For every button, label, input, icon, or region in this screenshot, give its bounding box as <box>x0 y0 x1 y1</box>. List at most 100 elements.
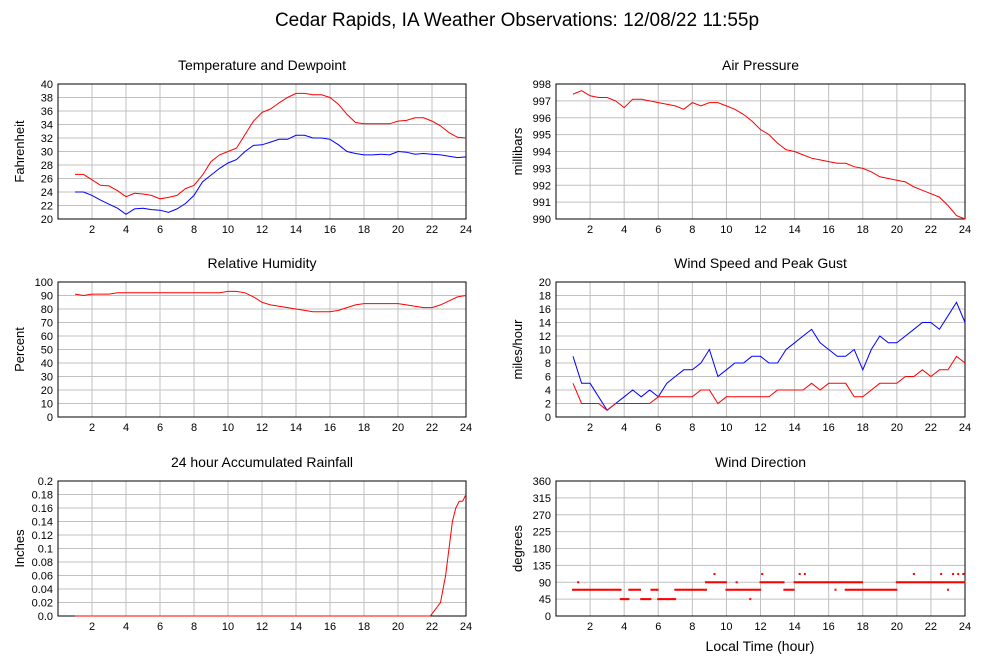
direction-point <box>952 581 955 584</box>
direction-point <box>860 588 863 591</box>
direction-point <box>924 581 927 584</box>
x-tick-label: 20 <box>392 621 404 633</box>
direction-point <box>680 588 683 591</box>
x-tick-label: 18 <box>358 224 370 236</box>
direction-point <box>647 598 650 601</box>
y-tick-label: 0 <box>47 412 53 424</box>
series-line-0 <box>75 92 467 200</box>
x-tick-label: 4 <box>123 422 129 434</box>
x-tick-label: 4 <box>123 224 129 236</box>
series-line-0 <box>75 494 467 617</box>
direction-point <box>688 588 691 591</box>
y-axis-label: miles/hour <box>510 319 525 380</box>
y-tick-label: 18 <box>539 291 551 303</box>
x-tick-label: 18 <box>358 422 370 434</box>
direction-point <box>918 581 921 584</box>
direction-point <box>746 588 749 591</box>
x-tick-label: 6 <box>157 224 163 236</box>
direction-point <box>796 581 799 584</box>
direction-point <box>619 588 622 591</box>
y-tick-label: 0.02 <box>32 598 53 610</box>
direction-point <box>932 581 935 584</box>
direction-point <box>650 588 653 591</box>
direction-point <box>911 581 914 584</box>
direction-point <box>703 588 706 591</box>
direction-point <box>605 588 608 591</box>
direction-point <box>598 588 601 591</box>
direction-point <box>889 588 892 591</box>
direction-point <box>858 588 861 591</box>
direction-point <box>906 581 909 584</box>
direction-point <box>897 581 900 584</box>
direction-point <box>921 581 924 584</box>
direction-point <box>657 598 660 601</box>
x-tick-label: 20 <box>392 422 404 434</box>
direction-point <box>628 588 631 591</box>
x-tick-label: 8 <box>689 621 695 633</box>
y-tick-label: 991 <box>533 197 551 209</box>
direction-point <box>844 588 847 591</box>
direction-point <box>960 581 963 584</box>
direction-point <box>674 598 677 601</box>
y-tick-label: 994 <box>533 147 551 159</box>
direction-point <box>591 588 594 591</box>
y-tick-label: 0.16 <box>32 503 53 515</box>
x-tick-label: 18 <box>857 224 869 236</box>
direction-point <box>667 598 670 601</box>
y-tick-label: 0.0 <box>38 611 53 623</box>
direction-point <box>734 588 737 591</box>
direction-point <box>875 588 878 591</box>
x-tick-label: 16 <box>823 621 835 633</box>
direction-point <box>879 588 882 591</box>
direction-point <box>898 581 901 584</box>
direction-point <box>754 588 757 591</box>
direction-point <box>824 581 827 584</box>
direction-point <box>782 581 785 584</box>
direction-point <box>784 588 787 591</box>
direction-point <box>613 588 616 591</box>
direction-point <box>759 581 762 584</box>
direction-point <box>573 588 576 591</box>
y-tick-label: 0.06 <box>32 571 53 583</box>
series-line-1 <box>572 355 966 411</box>
direction-point <box>878 588 881 591</box>
direction-point <box>834 581 837 584</box>
direction-point <box>861 581 864 584</box>
direction-point <box>700 588 703 591</box>
direction-point <box>821 581 824 584</box>
x-tick-label: 8 <box>689 422 695 434</box>
direction-point <box>816 581 819 584</box>
direction-point <box>811 581 814 584</box>
direction-point <box>803 573 806 575</box>
x-tick-label: 24 <box>959 224 971 236</box>
direction-point <box>764 581 767 584</box>
direction-point <box>749 588 752 591</box>
direction-point <box>689 588 692 591</box>
direction-point <box>940 581 943 584</box>
direction-point <box>920 581 923 584</box>
direction-point <box>917 581 920 584</box>
direction-point <box>841 581 844 584</box>
direction-point <box>607 588 610 591</box>
direction-point <box>736 588 739 591</box>
direction-point <box>704 581 707 584</box>
direction-point <box>730 588 733 591</box>
x-tick-label: 12 <box>754 621 766 633</box>
direction-point <box>660 598 663 601</box>
chart-humidity: 2 4 6 8 10 12 14 16 18 20 22 2401020304050607080901… <box>12 255 472 434</box>
direction-point <box>759 588 762 591</box>
direction-point <box>866 588 869 591</box>
direction-point <box>706 581 709 584</box>
direction-point <box>646 598 649 601</box>
direction-point <box>836 581 839 584</box>
x-tick-label: 22 <box>426 422 438 434</box>
direction-point <box>770 581 773 584</box>
direction-point <box>869 588 872 591</box>
direction-point <box>895 588 898 591</box>
direction-point <box>575 588 578 591</box>
direction-point <box>786 588 789 591</box>
direction-point <box>819 581 822 584</box>
x-tick-label: 24 <box>460 621 472 633</box>
direction-point <box>952 573 955 575</box>
